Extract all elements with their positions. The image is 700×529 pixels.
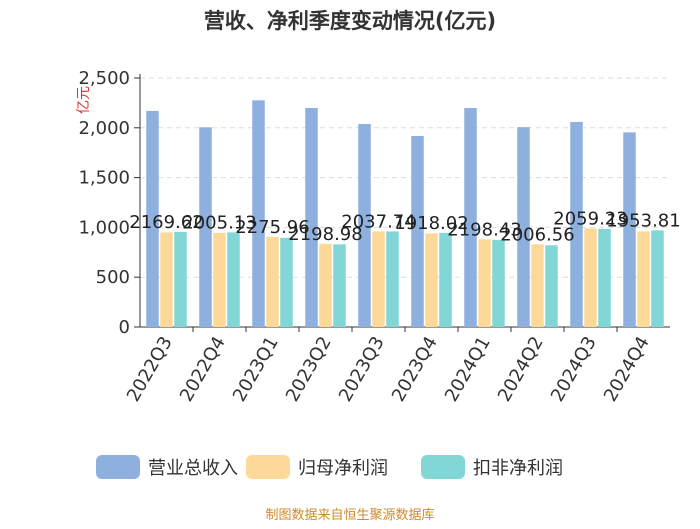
legend-swatch: [96, 455, 140, 479]
x-tick-label: 2022Q4: [176, 333, 230, 405]
x-tick-label: 2023Q4: [388, 333, 442, 405]
legend-label: 归母净利润: [298, 458, 388, 479]
x-tick-label: 2024Q1: [441, 333, 495, 405]
legend-label: 扣非净利润: [473, 458, 563, 479]
bar-deducted-net-profit: [333, 244, 346, 327]
bar-deducted-net-profit: [651, 230, 664, 327]
legend-label: 营业总收入: [148, 458, 238, 479]
bar-revenue: [464, 108, 477, 327]
x-tick-label: 2022Q3: [123, 333, 177, 405]
bar-deducted-net-profit: [492, 239, 505, 327]
bar-net-profit: [425, 233, 438, 327]
y-tick-label: 500: [96, 267, 130, 288]
bar-net-profit: [319, 243, 332, 327]
data-label: 2275.96: [235, 217, 309, 238]
bar-revenue: [623, 132, 636, 327]
x-tick-label: 2023Q1: [229, 333, 283, 405]
bar-revenue: [199, 127, 212, 327]
bar-net-profit: [372, 231, 385, 327]
y-tick-label: 1,000: [78, 217, 130, 238]
bar-deducted-net-profit: [598, 228, 611, 327]
data-label: 2005.13: [182, 212, 256, 233]
bar-deducted-net-profit: [280, 237, 293, 327]
bar-revenue: [305, 107, 318, 327]
x-tick-label: 2023Q2: [282, 333, 336, 405]
legend-item[interactable]: 归母净利润: [246, 455, 388, 479]
bar-net-profit: [531, 244, 544, 327]
x-tick-label: 2024Q2: [494, 333, 548, 405]
bar-net-profit: [213, 232, 226, 327]
bar-net-profit: [478, 239, 491, 327]
data-labels: 2169.622005.132275.962198.982037.741918.…: [129, 208, 680, 245]
footer-source: 制图数据来自恒生聚源数据库: [265, 507, 434, 523]
bar-net-profit: [266, 236, 279, 327]
x-tick-label: 2023Q3: [335, 333, 389, 405]
legend-swatch: [421, 455, 465, 479]
data-label: 2006.56: [500, 224, 574, 245]
legend-item[interactable]: 营业总收入: [96, 455, 238, 479]
y-tick-label: 1,500: [78, 168, 130, 189]
legend: 营业总收入 归母净利润 扣非净利润: [96, 455, 563, 479]
y-tick-label: 2,500: [78, 68, 130, 89]
bar-revenue: [358, 124, 371, 327]
data-label: 2198.43: [447, 219, 521, 240]
legend-swatch: [246, 455, 290, 479]
bar-revenue: [252, 100, 265, 327]
bar-revenue: [146, 110, 159, 327]
data-label: 2198.98: [288, 224, 362, 245]
bars: [146, 100, 664, 327]
y-tick-label: 0: [119, 317, 130, 338]
bar-deducted-net-profit: [386, 231, 399, 327]
bar-deducted-net-profit: [227, 232, 240, 327]
y-axis-label: 亿元: [76, 86, 92, 114]
bar-deducted-net-profit: [174, 231, 187, 327]
chart-title: 营收、净利季度变动情况(亿元): [204, 9, 496, 33]
bar-net-profit: [584, 228, 597, 327]
y-tick-label: 2,000: [78, 118, 130, 139]
bar-revenue: [570, 121, 583, 327]
data-label: 2037.74: [341, 211, 415, 232]
x-tick-label: 2024Q3: [547, 333, 601, 405]
bar-revenue: [411, 135, 424, 327]
bar-net-profit: [637, 231, 650, 327]
legend-item[interactable]: 扣非净利润: [421, 455, 563, 479]
bar-net-profit: [160, 232, 173, 327]
bar-deducted-net-profit: [439, 232, 452, 327]
data-label: 2169.62: [129, 212, 203, 233]
bar-revenue: [517, 127, 530, 327]
x-tick-label: 2024Q4: [600, 333, 654, 405]
bar-deducted-net-profit: [545, 245, 558, 327]
data-label: 1953.81: [606, 210, 680, 231]
data-label: 2059.23: [553, 208, 627, 229]
data-label: 1918.02: [394, 213, 468, 234]
